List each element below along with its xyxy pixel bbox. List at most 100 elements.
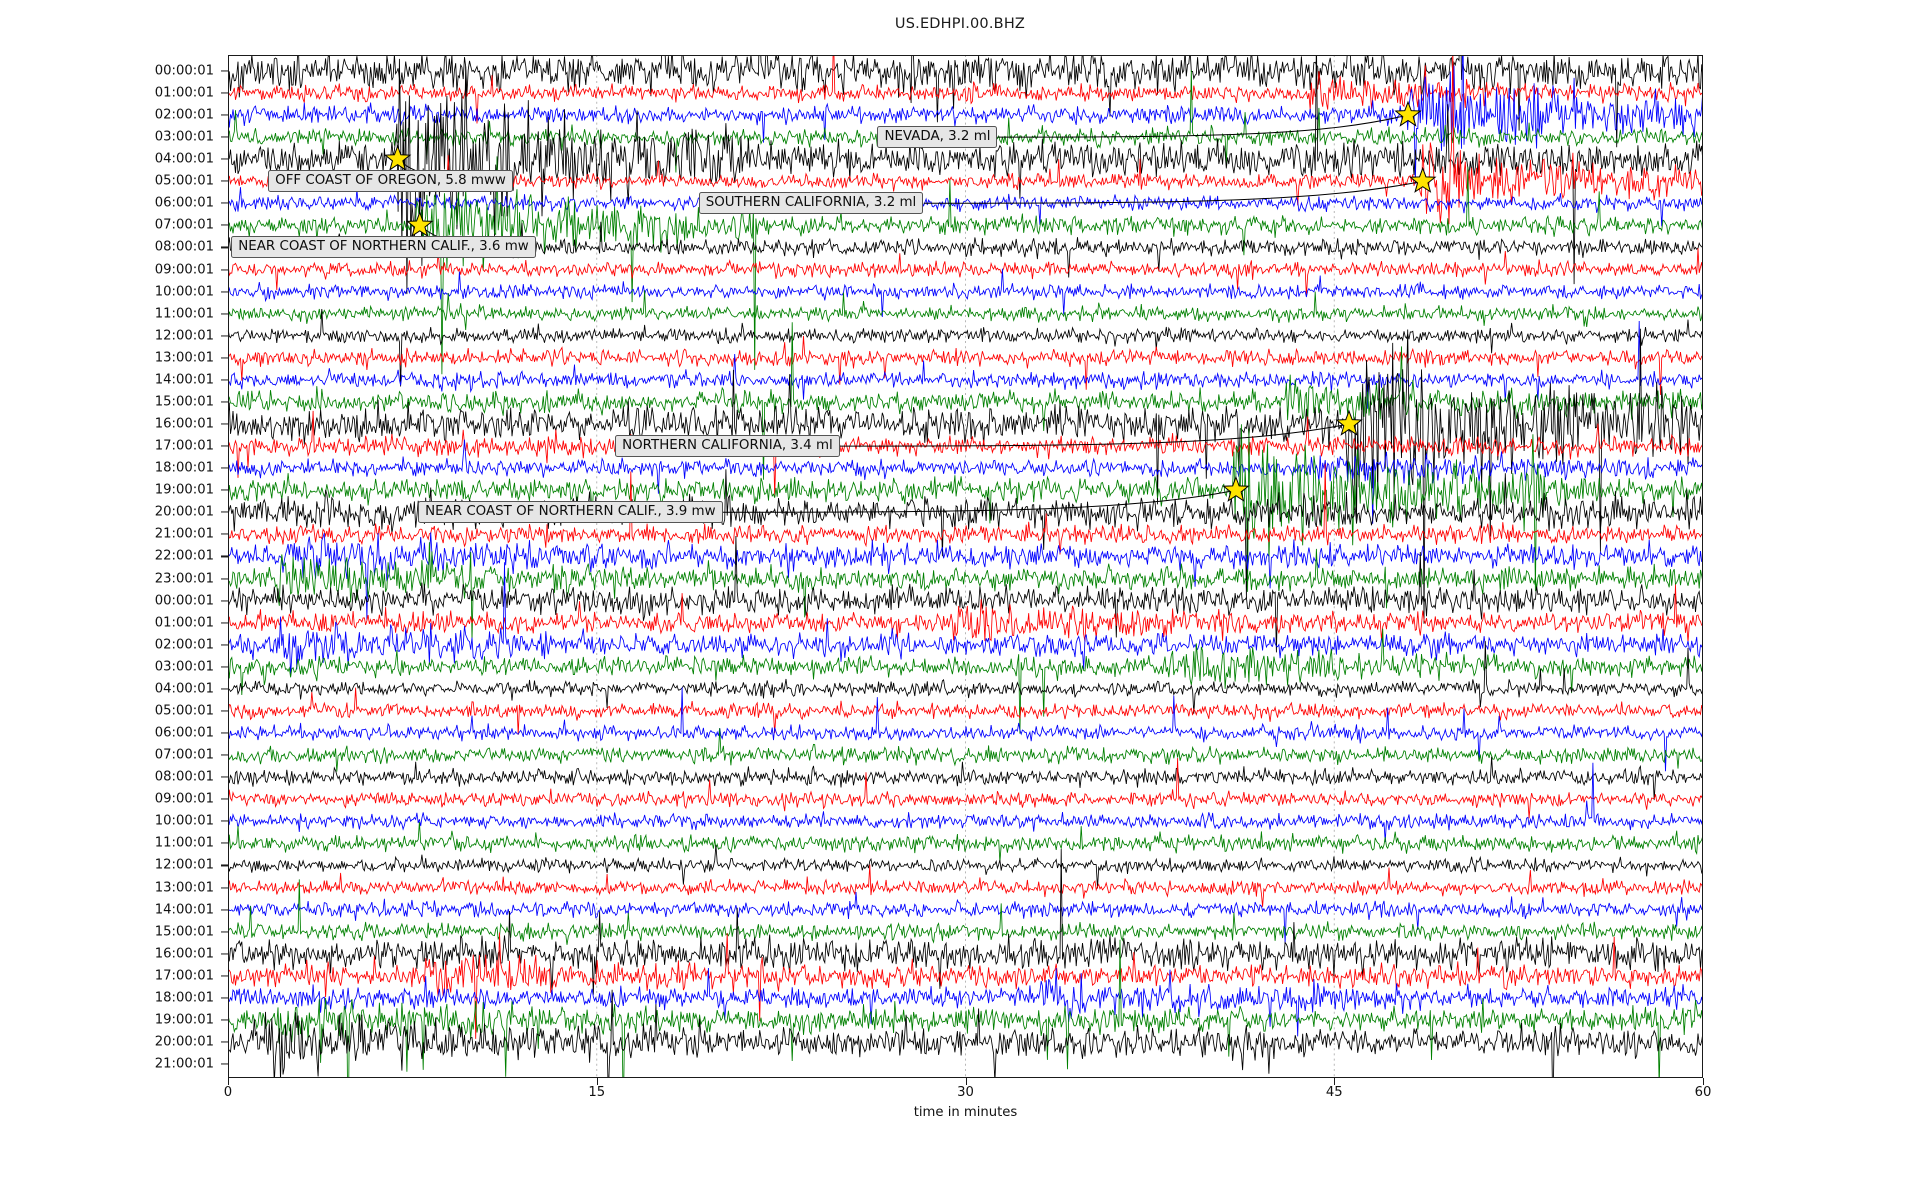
y-axis-tick-label: 11:00:01	[154, 306, 214, 322]
trace-line	[228, 322, 1703, 480]
x-axis-title: time in minutes	[913, 1105, 1018, 1120]
y-axis-tick-label: 23:00:01	[154, 571, 214, 587]
trace-line	[228, 932, 1703, 1039]
y-axis-tick-label: 10:00:01	[154, 284, 214, 300]
x-axis-tick-label: 30	[957, 1085, 974, 1100]
event-annotation-label[interactable]: SOUTHERN CALIFORNIA, 3.2 ml	[698, 192, 924, 215]
event-star-marker[interactable]	[1222, 475, 1250, 502]
trace-line	[228, 562, 1703, 677]
y-axis-tick-mark	[221, 335, 228, 337]
y-axis-tick-mark	[221, 533, 228, 535]
y-axis-tick-label: 02:00:01	[154, 637, 214, 653]
y-axis-tick-mark	[221, 842, 228, 844]
y-axis-tick-mark	[221, 70, 228, 72]
annotation-leader-line	[840, 423, 1350, 447]
y-axis-tick-mark	[221, 92, 228, 94]
x-axis-tick-mark	[1703, 1078, 1705, 1085]
y-axis-tick-mark	[221, 246, 228, 248]
event-annotation-label[interactable]: NEAR COAST OF NORTHERN CALIF., 3.6 mw	[231, 236, 536, 259]
trace-line	[228, 967, 1703, 1037]
y-axis-tick-label: 20:00:01	[154, 504, 214, 520]
y-axis-tick-mark	[221, 467, 228, 469]
y-axis-tick-label: 09:00:01	[154, 791, 214, 807]
y-axis-tick-label: 04:00:01	[154, 681, 214, 697]
y-axis-tick-label: 03:00:01	[154, 659, 214, 675]
y-axis-tick-mark	[221, 997, 228, 999]
y-axis-tick-mark	[221, 224, 228, 226]
trace-line	[228, 762, 1703, 842]
y-axis-tick-mark	[221, 202, 228, 204]
y-axis-tick-label: 19:00:01	[154, 1012, 214, 1028]
event-annotation-label[interactable]: NEVADA, 3.2 ml	[877, 126, 998, 149]
y-axis-tick-mark	[221, 1041, 228, 1043]
y-axis-tick-label: 13:00:01	[154, 350, 214, 366]
trace-line	[228, 410, 1703, 498]
y-axis-tick-mark	[221, 268, 228, 271]
event-star-marker[interactable]	[1335, 409, 1363, 436]
y-axis-tick-label: 03:00:01	[154, 129, 214, 145]
trace-line	[228, 687, 1703, 735]
y-axis-tick-label: 16:00:01	[154, 416, 214, 432]
y-axis-tick-label: 15:00:01	[154, 394, 214, 410]
y-axis-tick-mark	[221, 423, 228, 425]
y-axis-tick-mark	[221, 489, 228, 491]
x-axis-tick-mark	[596, 1078, 598, 1085]
y-axis-tick-label: 01:00:01	[154, 85, 214, 101]
y-axis-tick-label: 21:00:01	[154, 526, 214, 542]
event-star-marker[interactable]	[383, 144, 412, 171]
x-axis-tick-mark	[965, 1078, 967, 1085]
y-axis-tick-mark	[221, 291, 228, 293]
y-axis-tick-mark	[221, 732, 228, 734]
event-star-marker[interactable]	[1394, 100, 1422, 127]
y-axis-tick-label: 15:00:01	[154, 924, 214, 940]
y-axis-tick-mark	[221, 820, 228, 822]
y-axis-tick-mark	[221, 622, 228, 624]
event-annotation-label[interactable]: NORTHERN CALIFORNIA, 3.4 ml	[615, 435, 840, 458]
y-axis-tick-mark	[221, 379, 228, 381]
event-annotation-label[interactable]: OFF COAST OF OREGON, 5.8 mww	[268, 170, 513, 193]
trace-line	[228, 268, 1703, 318]
y-axis-tick-mark	[221, 909, 228, 911]
trace-line	[228, 628, 1703, 734]
y-axis-tick-label: 00:00:01	[154, 593, 214, 609]
trace-line	[228, 641, 1703, 714]
trace-line	[228, 308, 1703, 387]
x-axis-tick-mark	[1334, 1078, 1336, 1085]
trace-line	[228, 290, 1703, 331]
event-star-marker[interactable]	[406, 210, 434, 238]
y-axis-tick-label: 11:00:01	[154, 835, 214, 851]
y-axis-tick-mark	[221, 180, 228, 182]
y-axis-tick-label: 08:00:01	[154, 769, 214, 785]
y-axis-tick-mark	[221, 1063, 228, 1065]
y-axis-tick-mark	[221, 577, 228, 580]
y-axis-tick-mark	[221, 511, 228, 513]
y-axis-tick-mark	[221, 864, 228, 866]
trace-line	[228, 535, 1703, 653]
seismic-traces	[228, 55, 1703, 1078]
trace-line	[228, 156, 1703, 375]
trace-line	[228, 320, 1703, 409]
trace-canvas	[228, 55, 1703, 1078]
y-axis-tick-label: 04:00:01	[154, 151, 214, 167]
y-axis-tick-mark	[221, 953, 228, 955]
trace-line	[228, 939, 1703, 1078]
event-star-marker[interactable]	[1409, 166, 1437, 193]
y-axis-tick-label: 17:00:01	[154, 968, 214, 984]
y-axis-tick-label: 20:00:01	[154, 1034, 214, 1050]
y-axis-tick-label: 12:00:01	[154, 857, 214, 873]
y-axis-tick-label: 05:00:01	[154, 173, 214, 189]
y-axis-tick-mark	[221, 931, 228, 933]
y-axis-tick-mark	[221, 158, 228, 160]
trace-line	[228, 864, 1703, 907]
y-axis-tick-mark	[221, 401, 228, 403]
trace-line	[228, 424, 1703, 592]
event-annotation-label[interactable]: NEAR COAST OF NORTHERN CALIF., 3.9 mw	[418, 501, 723, 524]
y-axis-tick-label: 18:00:01	[154, 460, 214, 476]
y-axis-tick-mark	[221, 644, 228, 646]
y-axis-tick-mark	[221, 886, 228, 889]
page-title: US.EDHPI.00.BHZ	[894, 16, 1026, 32]
trace-line	[228, 542, 1703, 641]
x-axis-tick-label: 0	[223, 1085, 233, 1100]
trace-line	[228, 335, 1703, 396]
trace-line	[228, 463, 1703, 555]
